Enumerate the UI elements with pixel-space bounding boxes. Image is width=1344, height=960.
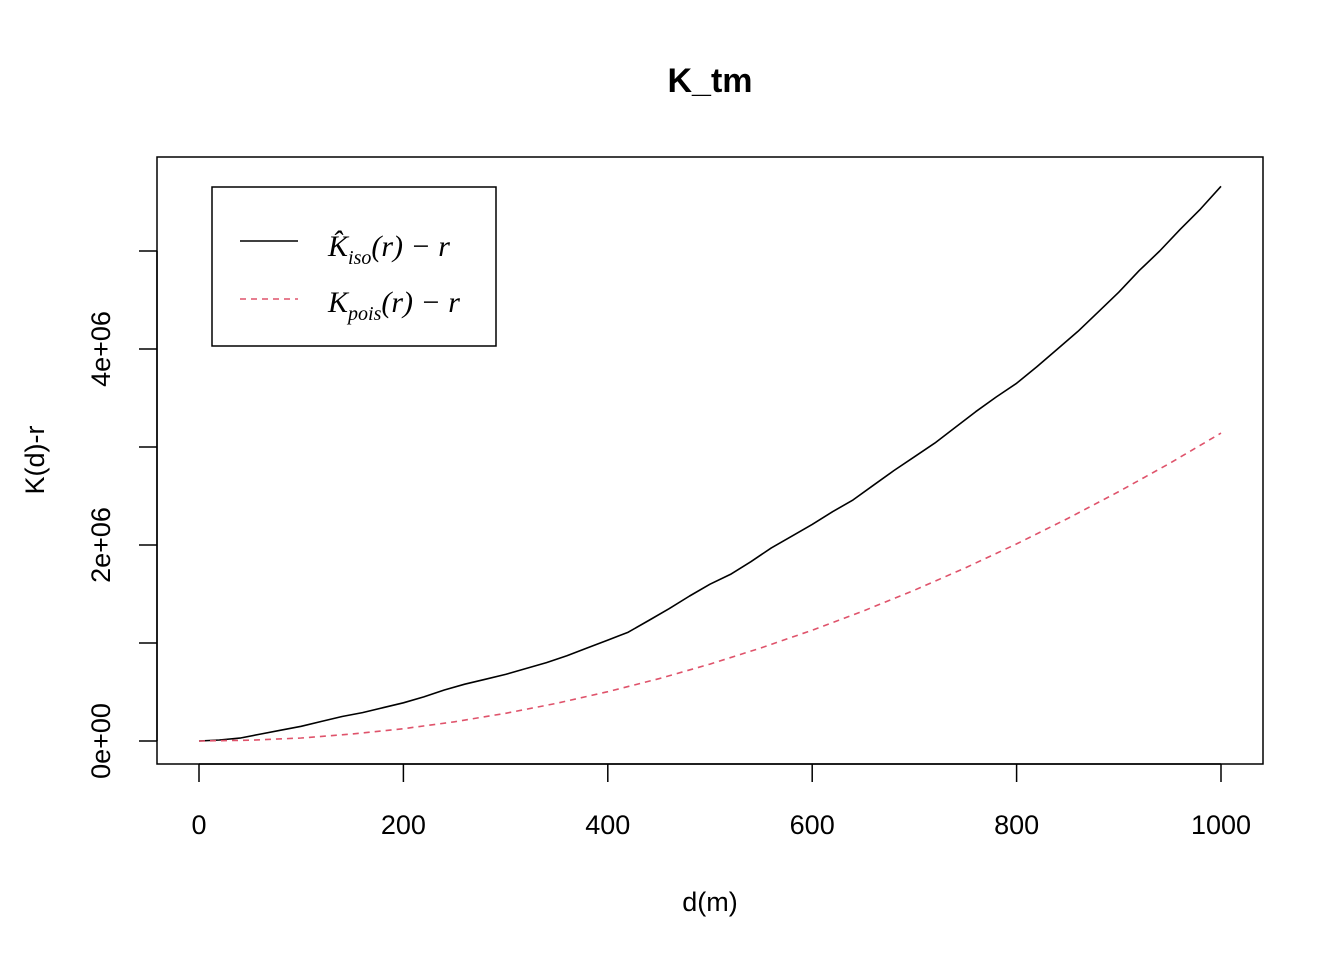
legend-iso-sub: iso bbox=[348, 247, 371, 269]
y-tick-label: 4e+06 bbox=[86, 311, 116, 387]
y-tick-label: 2e+06 bbox=[86, 507, 116, 583]
legend-iso-main: K̂ bbox=[327, 230, 350, 263]
y-tick-label: 0e+00 bbox=[86, 703, 116, 779]
legend-iso-rest: (r) − r bbox=[371, 230, 450, 263]
legend-pois-sub: pois bbox=[346, 303, 382, 325]
chart-title: K_tm bbox=[667, 62, 752, 100]
series-layer bbox=[198, 185, 1222, 742]
series-line-iso bbox=[198, 185, 1222, 742]
legend-box bbox=[211, 186, 497, 347]
series-line-pois bbox=[198, 432, 1222, 742]
x-tick-label: 1000 bbox=[1191, 810, 1251, 840]
x-tick-label: 200 bbox=[381, 810, 426, 840]
x-tick-label: 800 bbox=[994, 810, 1039, 840]
y-axis: 0e+00 2e+06 4e+06 bbox=[86, 250, 158, 779]
legend-iso-label: K̂iso(r) − r bbox=[327, 230, 450, 269]
legend: K̂iso(r) − r Kpois(r) − r bbox=[211, 186, 497, 347]
x-axis: 0 200 400 600 800 1000 bbox=[191, 763, 1251, 840]
x-tick-label: 0 bbox=[191, 810, 206, 840]
x-axis-label: d(m) bbox=[682, 887, 738, 917]
legend-pois-label: Kpois(r) − r bbox=[327, 286, 460, 325]
legend-pois-main: K bbox=[327, 286, 350, 319]
x-tick-label: 600 bbox=[790, 810, 835, 840]
y-axis-label: K(d)-r bbox=[20, 426, 50, 495]
legend-pois-rest: (r) − r bbox=[381, 286, 460, 319]
x-tick-label: 400 bbox=[585, 810, 630, 840]
